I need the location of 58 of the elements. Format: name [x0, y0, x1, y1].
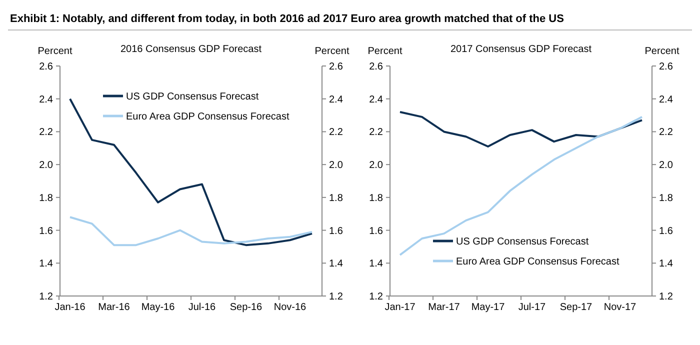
- y2-tick-label: 1.8: [659, 192, 674, 204]
- y-tick-label: 1.2: [39, 292, 54, 302]
- y2-tick-label: 1.2: [329, 292, 344, 302]
- legend-label: US GDP Consensus Forecast: [456, 236, 589, 248]
- x-tick-label: Mar-17: [428, 302, 460, 313]
- y-tick-label: 2.0: [369, 160, 384, 172]
- y2-tick-label: 1.2: [659, 292, 674, 302]
- x-tick-label: Nov-16: [274, 302, 307, 313]
- y2-axis-title: Percent: [644, 46, 680, 57]
- y2-tick-label: 2.0: [659, 160, 674, 172]
- y-axis-title: Percent: [38, 46, 72, 57]
- x-tick-label: Jan-17: [384, 302, 416, 313]
- y-tick-label: 2.6: [39, 62, 54, 72]
- y2-tick-label: 2.4: [329, 94, 344, 106]
- y2-tick-label: 1.4: [329, 258, 344, 270]
- y-tick-label: 2.4: [369, 94, 384, 106]
- x-tick-label: Sep-16: [230, 302, 263, 313]
- y2-tick-label: 1.6: [329, 226, 344, 237]
- y-tick-label: 1.2: [369, 292, 384, 302]
- x-tick-label: Nov-17: [604, 302, 637, 313]
- x-tick-label: Mar-16: [98, 302, 130, 313]
- y2-tick-label: 2.0: [329, 160, 344, 172]
- y2-tick-label: 1.4: [659, 258, 674, 270]
- chart-title: 2017 Consensus GDP Forecast: [450, 44, 592, 55]
- legend-label: Euro Area GDP Consensus Forecast: [456, 256, 620, 268]
- y-axis-title: Percent: [368, 46, 402, 57]
- y-tick-label: 2.4: [39, 94, 54, 106]
- y2-tick-label: 1.8: [329, 192, 344, 204]
- x-tick-label: Sep-17: [560, 302, 593, 313]
- x-tick-label: Jul-16: [188, 302, 216, 313]
- y2-tick-label: 1.6: [659, 226, 674, 237]
- y-tick-label: 1.6: [369, 226, 384, 237]
- y-tick-label: 2.2: [39, 127, 54, 138]
- y-tick-label: 2.2: [369, 127, 384, 138]
- line-series: [399, 116, 643, 256]
- y2-tick-label: 2.6: [659, 62, 674, 72]
- y-tick-label: 2.6: [369, 62, 384, 72]
- y2-tick-label: 2.2: [329, 127, 344, 138]
- y-tick-label: 1.8: [39, 192, 54, 204]
- legend-label: US GDP Consensus Forecast: [126, 92, 259, 102]
- y-tick-label: 1.4: [369, 258, 384, 270]
- y-tick-label: 1.6: [39, 226, 54, 237]
- y2-tick-label: 2.2: [659, 127, 674, 138]
- chart-title: 2016 Consensus GDP Forecast: [120, 44, 262, 55]
- y2-tick-label: 2.6: [329, 62, 344, 72]
- line-series: [69, 216, 313, 246]
- text: Exhibit 1: Notably, and different from today, in both 2016 ad 2017 Euro area growth matched that of the US: [10, 13, 564, 25]
- y-tick-label: 1.8: [369, 192, 384, 204]
- y-tick-label: 1.4: [39, 258, 54, 270]
- x-tick-label: May-17: [471, 302, 506, 313]
- line-series: [399, 111, 643, 148]
- x-tick-label: May-16: [141, 302, 176, 313]
- legend-label: Euro Area GDP Consensus Forecast: [126, 112, 290, 122]
- y-tick-label: 2.0: [39, 160, 54, 172]
- x-tick-label: Jul-17: [518, 302, 546, 313]
- y2-tick-label: 2.4: [659, 94, 674, 106]
- x-tick-label: Jan-16: [54, 302, 86, 313]
- y2-axis-title: Percent: [314, 46, 350, 57]
